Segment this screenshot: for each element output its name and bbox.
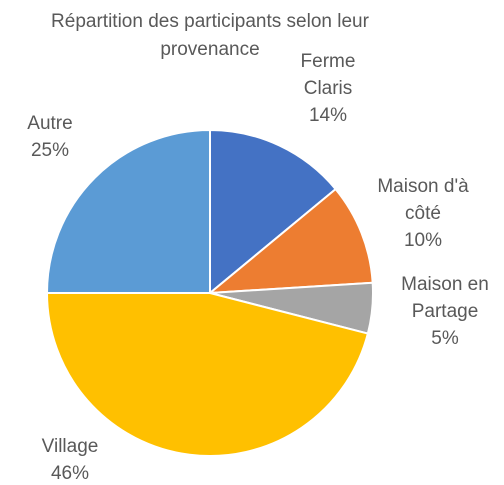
value-label: 14% — [308, 105, 348, 126]
chart-title: Répartition des participants selon leur … — [51, 11, 369, 60]
category-label: Maison en Partage — [401, 274, 489, 322]
pie-slice — [45, 292, 370, 457]
value-label: 46% — [50, 463, 90, 484]
data-label: Ferme Claris 14% — [288, 48, 368, 129]
category-label: Autre — [27, 113, 73, 134]
value-label: 5% — [431, 328, 459, 349]
category-label: Village — [41, 436, 99, 457]
value-label: 10% — [403, 230, 443, 251]
data-label: Maison d'à côté 10% — [375, 173, 471, 254]
data-label: Village 46% — [20, 433, 120, 485]
data-label: Autre 25% — [10, 110, 90, 164]
value-label: 25% — [30, 140, 70, 161]
pie-slice — [209, 128, 338, 296]
category-label: Maison d'à côté — [377, 176, 469, 224]
pie-slice — [45, 128, 211, 294]
category-label: Ferme Claris — [300, 51, 356, 99]
pie-slice — [206, 187, 374, 295]
data-label: Maison en Partage 5% — [385, 271, 504, 352]
